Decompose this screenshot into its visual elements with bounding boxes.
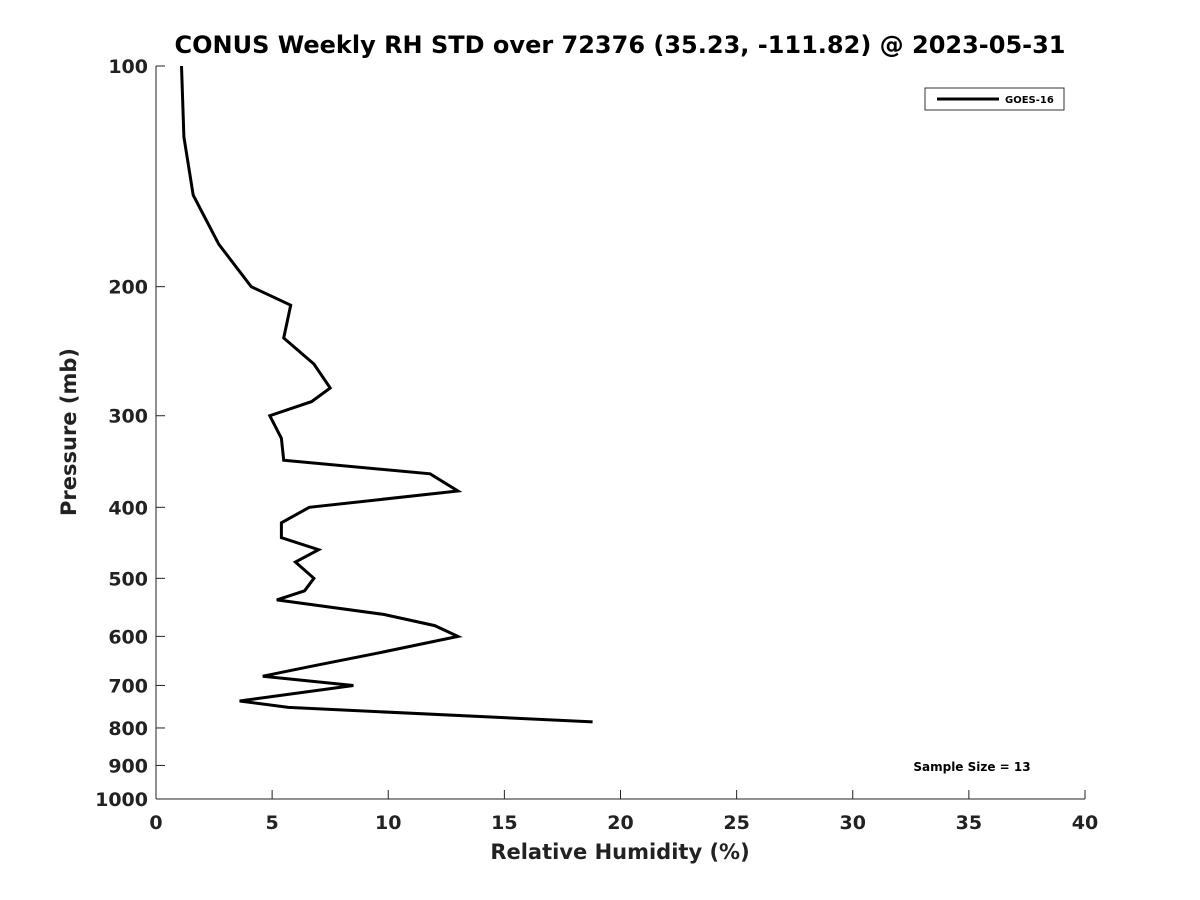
x-tick-label: 35 bbox=[956, 812, 982, 834]
y-tick-label: 500 bbox=[108, 568, 148, 590]
y-tick-label: 900 bbox=[108, 755, 148, 777]
y-tick-label: 800 bbox=[108, 718, 148, 740]
x-axis-label: Relative Humidity (%) bbox=[490, 840, 749, 864]
y-tick-label: 1000 bbox=[95, 789, 148, 811]
x-tick-label: 30 bbox=[840, 812, 866, 834]
y-tick-label: 200 bbox=[108, 277, 148, 299]
x-tick-label: 0 bbox=[149, 812, 162, 834]
y-tick-label: 100 bbox=[108, 56, 148, 78]
y-tick-label: 600 bbox=[108, 626, 148, 648]
x-tick-label: 40 bbox=[1072, 812, 1098, 834]
x-tick-label: 25 bbox=[723, 812, 749, 834]
chart-title: CONUS Weekly RH STD over 72376 (35.23, -… bbox=[174, 31, 1065, 59]
x-ticks: 0 5 10 15 20 25 30 35 40 bbox=[149, 790, 1098, 834]
x-tick-label: 20 bbox=[607, 812, 633, 834]
y-axis-label: Pressure (mb) bbox=[57, 348, 81, 516]
y-tick-label: 400 bbox=[108, 497, 148, 519]
x-tick-label: 10 bbox=[375, 812, 401, 834]
sample-size-annotation: Sample Size = 13 bbox=[913, 760, 1030, 774]
x-tick-label: 15 bbox=[491, 812, 517, 834]
x-tick-label: 5 bbox=[266, 812, 279, 834]
plot-area: 0 5 10 15 20 25 30 35 40 100 200 300 400 500 600 700 80… bbox=[95, 56, 1098, 834]
y-ticks: 100 200 300 400 500 600 700 800 900 1000 bbox=[95, 56, 165, 811]
legend: GOES-16 bbox=[924, 87, 1065, 111]
y-tick-label: 300 bbox=[108, 406, 148, 428]
series-layer bbox=[180, 65, 593, 724]
series-line-goes-16 bbox=[180, 65, 593, 724]
legend-label: GOES-16 bbox=[1005, 95, 1054, 106]
y-tick-label: 700 bbox=[108, 675, 148, 697]
